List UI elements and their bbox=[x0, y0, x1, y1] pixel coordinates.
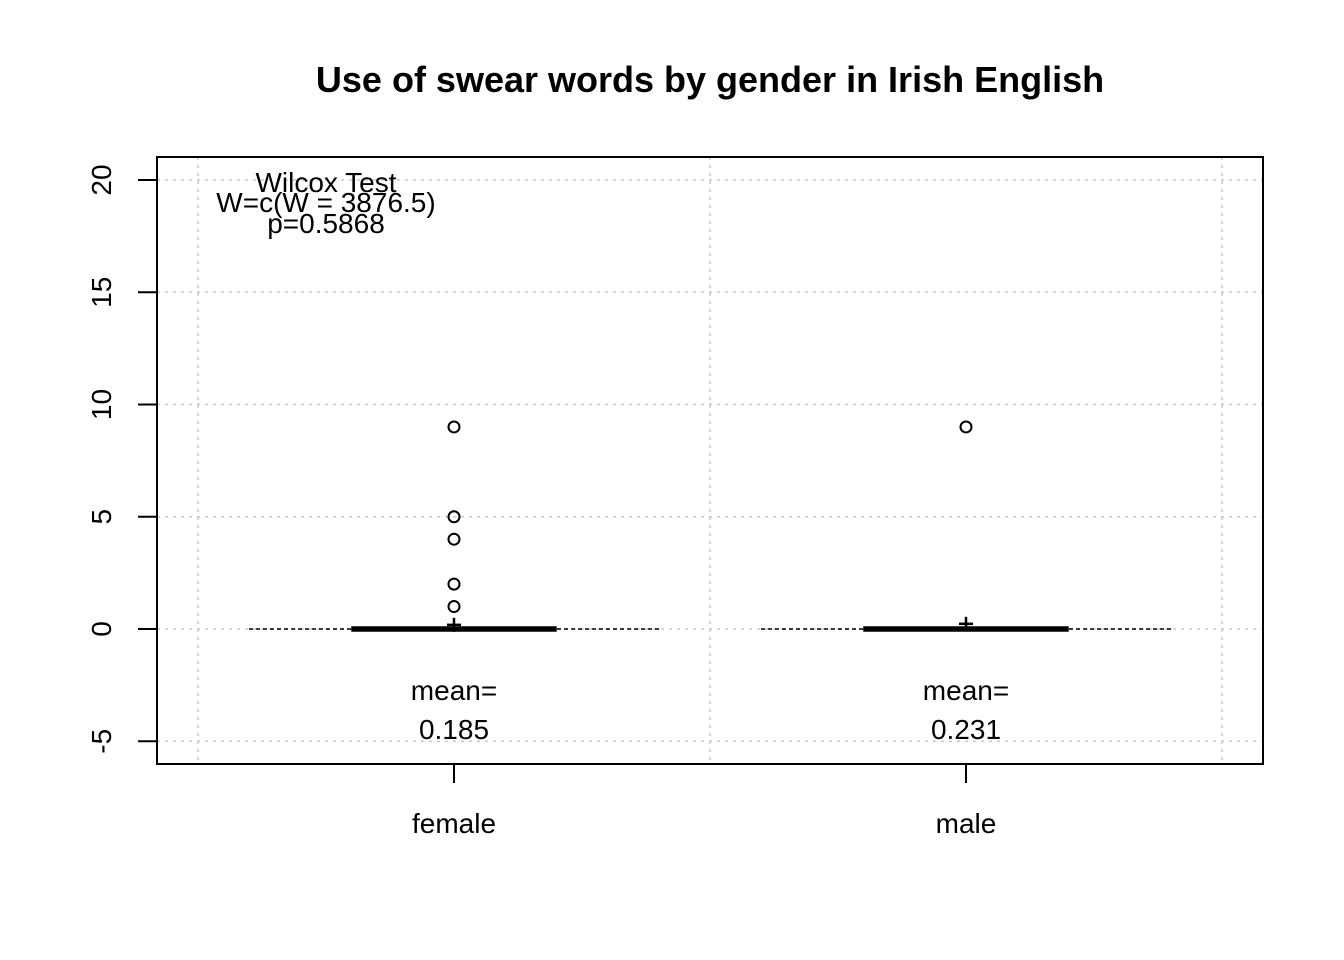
y-tick-label: 20 bbox=[86, 164, 117, 195]
y-tick-label: 5 bbox=[86, 509, 117, 525]
mean-value: 0.231 bbox=[931, 714, 1001, 745]
axis-layer: -5 0 5 10 15 20 female male bbox=[86, 156, 1264, 839]
wilcox-p-value: p=0.5868 bbox=[267, 208, 385, 239]
outlier-point bbox=[447, 577, 461, 591]
y-tick-label: 0 bbox=[86, 621, 117, 637]
y-tick-label: 10 bbox=[86, 389, 117, 420]
wilcox-w-statistic: W=c(W = 3876.5) bbox=[216, 187, 435, 218]
plot-frame bbox=[156, 156, 1264, 765]
outlier-point bbox=[447, 600, 461, 614]
wilcox-test-label: Wilcox Test bbox=[255, 167, 396, 198]
mean-label: mean= bbox=[923, 675, 1009, 706]
mean-value: 0.185 bbox=[419, 714, 489, 745]
outlier-point bbox=[959, 420, 973, 434]
chart-title: Use of swear words by gender in Irish En… bbox=[316, 59, 1104, 100]
y-tick-label: -5 bbox=[86, 729, 117, 754]
grid-layer bbox=[157, 157, 1263, 764]
outlier-point bbox=[447, 510, 461, 524]
mean-label: mean= bbox=[411, 675, 497, 706]
annotation-layer: Wilcox Test W=c(W = 3876.5) p=0.5868 bbox=[216, 167, 435, 239]
outlier-point bbox=[447, 420, 461, 434]
box-layer: mean= 0.185 mean= 0.231 bbox=[249, 420, 1171, 745]
x-tick-label: female bbox=[412, 808, 496, 839]
outlier-point bbox=[447, 532, 461, 546]
y-tick-label: 15 bbox=[86, 277, 117, 308]
x-tick-label: male bbox=[936, 808, 997, 839]
